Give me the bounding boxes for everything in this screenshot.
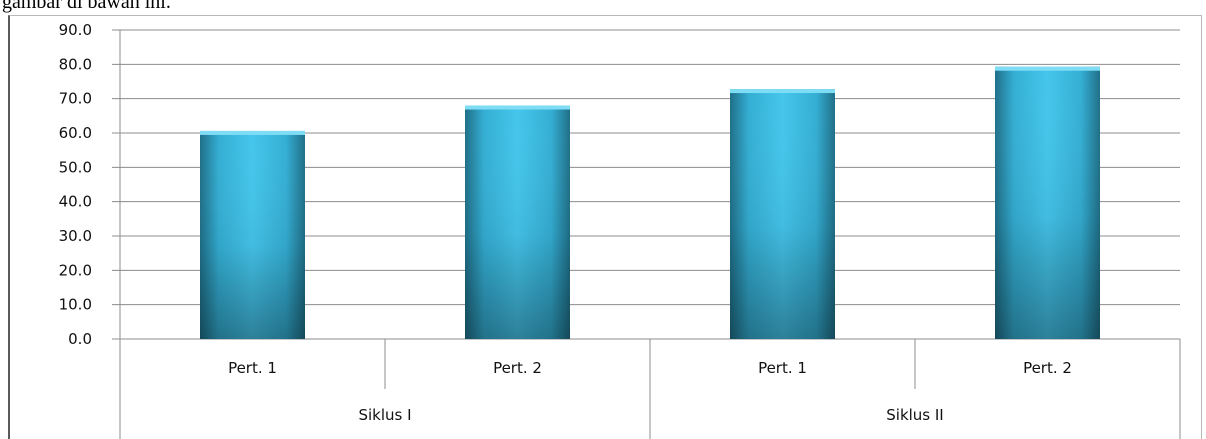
y-tick-label: 10.0 bbox=[59, 296, 92, 314]
bar-top-highlight bbox=[465, 105, 570, 110]
x-group-label: Siklus I bbox=[358, 406, 411, 424]
x-group-label: Siklus II bbox=[886, 406, 943, 424]
bar-top-highlight bbox=[200, 130, 305, 135]
caption-text: gambar di bawah ini. bbox=[2, 0, 171, 13]
y-tick-label: 60.0 bbox=[59, 124, 92, 142]
x-category-label: Pert. 1 bbox=[758, 359, 807, 377]
y-tick-label: 30.0 bbox=[59, 227, 92, 245]
y-tick-label: 40.0 bbox=[59, 193, 92, 211]
x-category-label: Pert. 2 bbox=[493, 359, 542, 377]
x-category-label: Pert. 2 bbox=[1023, 359, 1072, 377]
bar-shading bbox=[200, 130, 305, 339]
bar bbox=[730, 89, 835, 339]
y-tick-label: 90.0 bbox=[59, 21, 92, 39]
bar-shading bbox=[995, 66, 1100, 339]
y-tick-label: 50.0 bbox=[59, 158, 92, 176]
x-category-label: Pert. 1 bbox=[228, 359, 277, 377]
y-tick-label: 20.0 bbox=[59, 261, 92, 279]
bar-top-highlight bbox=[730, 89, 835, 94]
chart-frame bbox=[8, 15, 1202, 439]
y-tick-label: 70.0 bbox=[59, 90, 92, 108]
bar-shading bbox=[465, 105, 570, 340]
y-tick-label: 0.0 bbox=[68, 330, 92, 348]
bar-shading bbox=[730, 89, 835, 339]
bar-top-highlight bbox=[995, 66, 1100, 71]
bar bbox=[995, 66, 1100, 339]
y-tick-label: 80.0 bbox=[59, 55, 92, 73]
bar bbox=[200, 130, 305, 339]
bar bbox=[465, 105, 570, 340]
